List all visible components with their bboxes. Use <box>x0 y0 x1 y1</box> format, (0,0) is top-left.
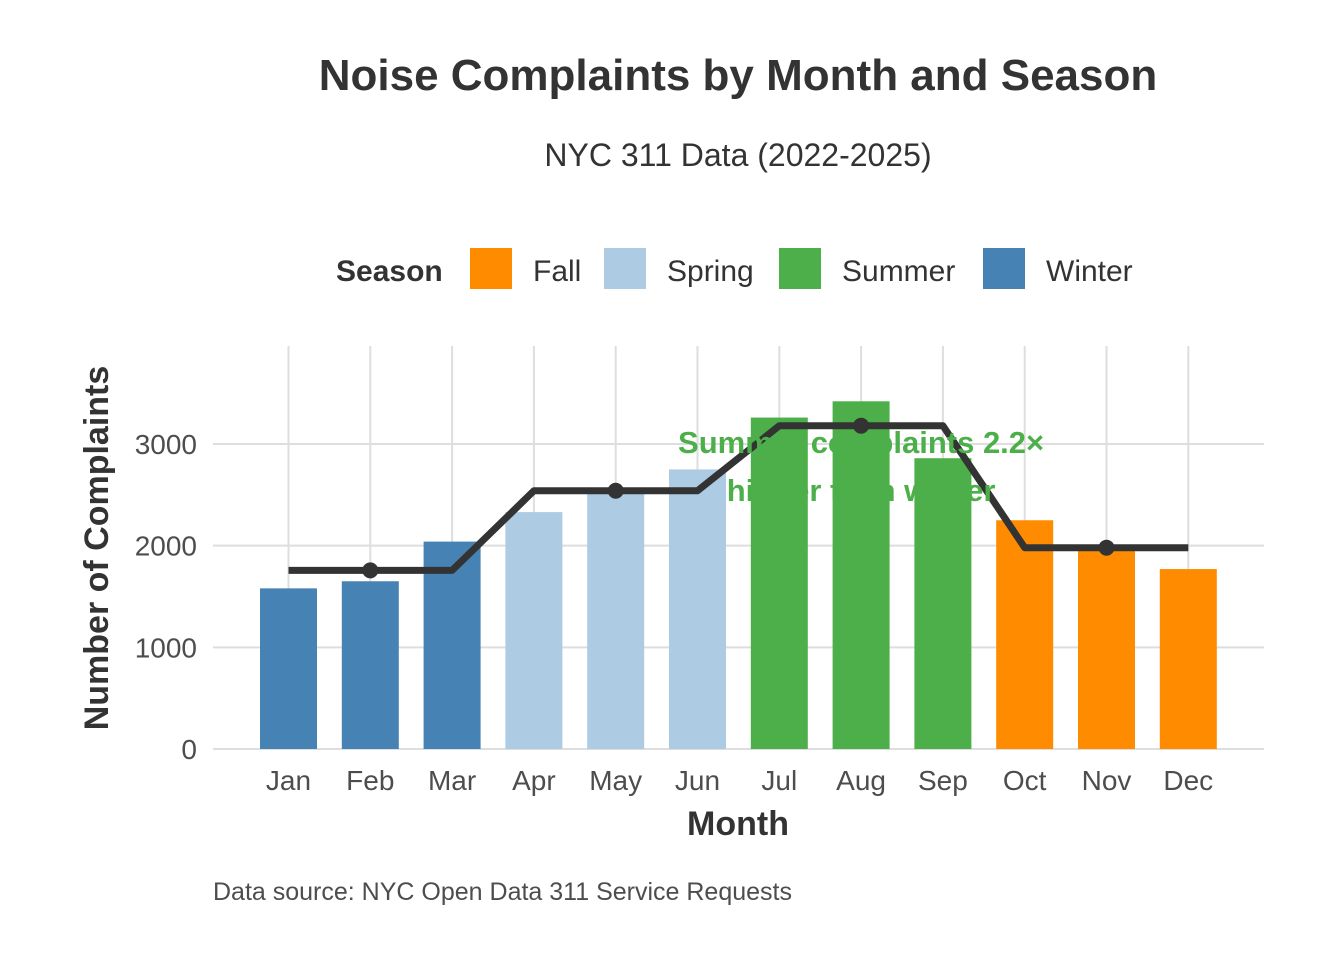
annotation-line-2: higher than winter <box>727 473 996 508</box>
x-tick-oct: Oct <box>1003 765 1047 796</box>
legend-label-summer: Summer <box>842 255 955 288</box>
chart-subtitle: NYC 311 Data (2022-2025) <box>544 137 931 173</box>
bar-may <box>587 490 645 749</box>
season-average-path <box>288 422 1189 574</box>
bar-apr <box>505 512 563 749</box>
season-average-line <box>288 417 1189 579</box>
x-tick-nov: Nov <box>1082 765 1132 796</box>
bar-jun <box>669 469 726 749</box>
y-tick-1000: 1000 <box>135 632 197 663</box>
bar-dec <box>1159 569 1217 749</box>
chart-title: Noise Complaints by Month and Season <box>319 51 1158 100</box>
legend-key-summer <box>779 248 821 289</box>
legend-key-winter <box>983 248 1025 289</box>
bar-sep <box>914 458 972 749</box>
x-tick-dec: Dec <box>1163 765 1213 796</box>
annotation-line-1: Summer complaints 2.2× <box>678 425 1044 460</box>
season-average-point-spring <box>607 482 624 499</box>
legend-label-fall: Fall <box>533 255 581 288</box>
legend-key-spring <box>604 248 646 289</box>
bars <box>260 401 1217 749</box>
annotation: Summer complaints 2.2× higher than winter <box>678 425 1044 508</box>
bar-mar <box>423 541 481 749</box>
x-tick-may: May <box>589 765 642 796</box>
x-axis-label: Month <box>687 805 789 843</box>
y-axis-label: Number of Complaints <box>78 366 116 731</box>
x-tick-apr: Apr <box>512 765 556 796</box>
bar-feb <box>341 581 399 749</box>
x-tick-mar: Mar <box>428 765 476 796</box>
bar-jan <box>260 588 317 749</box>
x-axis-ticks: Jan Feb Mar Apr May Jun Jul Aug Sep Oct Nov Dec <box>266 765 1213 796</box>
legend: Season Fall Spring Summer Winter <box>336 248 1133 289</box>
season-average-point-winter <box>362 562 379 579</box>
bar-jul <box>750 417 808 749</box>
x-tick-jan: Jan <box>266 765 311 796</box>
season-average-point-fall <box>1098 539 1115 556</box>
y-axis-ticks: 0 1000 2000 3000 <box>135 429 197 765</box>
x-tick-aug: Aug <box>836 765 886 796</box>
y-tick-3000: 3000 <box>135 429 197 460</box>
y-tick-2000: 2000 <box>135 531 197 562</box>
bar-oct <box>996 520 1054 749</box>
x-tick-sep: Sep <box>918 765 968 796</box>
legend-label-winter: Winter <box>1046 255 1133 288</box>
season-average-point-summer <box>853 417 870 434</box>
bar-nov <box>1078 547 1135 749</box>
x-tick-jun: Jun <box>675 765 720 796</box>
caption: Data source: NYC Open Data 311 Service R… <box>213 878 792 906</box>
legend-key-fall <box>470 248 512 289</box>
y-tick-0: 0 <box>181 734 197 765</box>
bar-aug <box>832 401 890 749</box>
x-tick-feb: Feb <box>346 765 394 796</box>
legend-title: Season <box>336 255 443 288</box>
x-tick-jul: Jul <box>761 765 797 796</box>
legend-label-spring: Spring <box>667 255 754 288</box>
